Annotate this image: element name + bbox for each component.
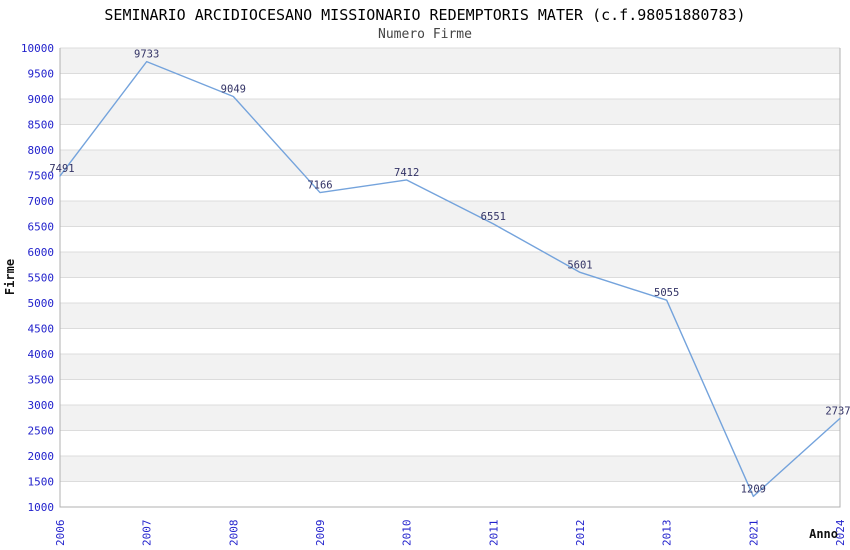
y-tick-label: 3500 — [28, 374, 55, 387]
x-tick-label: 2021 — [747, 520, 760, 547]
plot-band — [60, 354, 840, 380]
y-tick-label: 5000 — [28, 297, 55, 310]
x-axis-title: Anno — [809, 527, 838, 541]
data-point-label: 5601 — [567, 259, 592, 271]
data-point-label: 1209 — [741, 483, 766, 495]
plot-border — [59, 48, 841, 508]
y-tick-label: 10000 — [21, 42, 54, 55]
x-tick-label: 2024 — [834, 519, 847, 546]
data-point-label: 7166 — [307, 180, 332, 192]
x-tick-label: 2006 — [54, 520, 67, 547]
data-point-label: 9049 — [221, 84, 246, 96]
plot-band — [60, 252, 840, 278]
data-point-label: 6551 — [481, 211, 506, 223]
y-tick-label: 9000 — [28, 93, 55, 106]
y-tick-label: 6000 — [28, 246, 55, 259]
y-tick-label: 1000 — [28, 501, 55, 514]
y-tick-label: 1500 — [28, 476, 55, 489]
data-line — [59, 60, 841, 498]
x-tick-label: 2009 — [314, 520, 327, 547]
plot-band — [60, 150, 840, 176]
data-point-label: 2737 — [825, 405, 850, 417]
y-tick-label: 4500 — [28, 323, 55, 336]
data-point-label: 9733 — [134, 49, 159, 61]
chart-title: SEMINARIO ARCIDIOCESANO MISSIONARIO REDE… — [104, 6, 746, 24]
x-tick-label: 2007 — [141, 520, 154, 547]
plot-band — [60, 456, 840, 482]
y-tick-label: 5500 — [28, 272, 55, 285]
data-point-label: 5055 — [654, 287, 679, 299]
y-tick-label: 7000 — [28, 195, 55, 208]
y-tick-label: 2000 — [28, 450, 55, 463]
y-tick-label: 4000 — [28, 348, 55, 361]
y-tick-label: 6500 — [28, 221, 55, 234]
y-tick-label: 8500 — [28, 119, 55, 132]
y-tick-label: 8000 — [28, 144, 55, 157]
x-tick-label: 2013 — [661, 520, 674, 547]
plot-band — [60, 303, 840, 329]
x-tick-label: 2008 — [227, 520, 240, 547]
plot-band — [60, 99, 840, 125]
data-point-label: 7412 — [394, 167, 419, 179]
plot-band — [60, 201, 840, 227]
data-point-label: 7491 — [49, 163, 74, 175]
x-tick-label: 2011 — [487, 520, 500, 547]
y-tick-label: 7500 — [28, 170, 55, 183]
x-tick-label: 2010 — [401, 520, 414, 547]
plot-band — [60, 405, 840, 431]
y-tick-label: 2500 — [28, 425, 55, 438]
chart-subtitle: Numero Firme — [378, 27, 472, 42]
y-tick-label: 3000 — [28, 399, 55, 412]
x-tick-label: 2012 — [574, 520, 587, 547]
y-tick-label: 9500 — [28, 68, 55, 81]
plot-band — [60, 48, 840, 74]
